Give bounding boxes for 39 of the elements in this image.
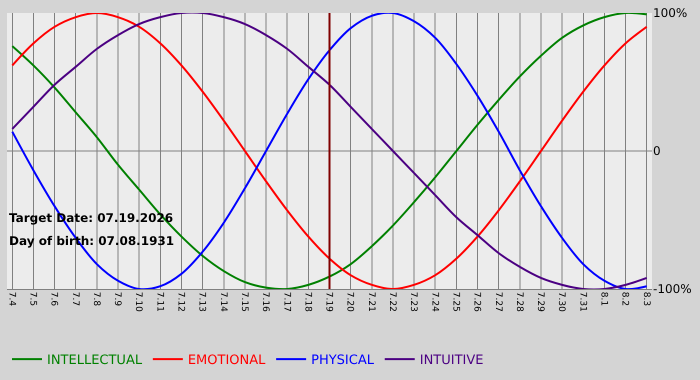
- x-tick-label: 7.9: [112, 292, 122, 306]
- x-tick-label: 7.27: [492, 292, 503, 312]
- x-tick-label: 7.16: [260, 292, 270, 312]
- x-tick-label: 7.30: [556, 292, 566, 312]
- x-tick-label: 7.31: [577, 292, 588, 312]
- legend-label: INTUITIVE: [420, 353, 484, 368]
- y-tick-label: -100%: [653, 282, 692, 296]
- x-tick-label: 7.10: [133, 292, 144, 312]
- x-tick-label: 7.26: [472, 292, 482, 312]
- legend-label: PHYSICAL: [311, 353, 375, 368]
- x-tick-label: 7.22: [387, 292, 398, 312]
- x-tick-label: 7.18: [302, 292, 312, 312]
- x-tick-label: 7.4: [6, 292, 16, 306]
- x-tick-label: 7.6: [48, 292, 59, 306]
- x-tick-label: 8.2: [620, 292, 630, 306]
- y-tick-label: 0: [653, 144, 661, 158]
- x-tick-label: 7.17: [281, 292, 292, 312]
- x-tick-label: 7.24: [429, 292, 440, 312]
- x-tick-label: 7.13: [196, 292, 207, 312]
- x-tick-label: 7.5: [28, 292, 38, 306]
- x-tick-label: 7.15: [238, 292, 249, 312]
- legend-label: EMOTIONAL: [188, 353, 266, 368]
- x-tick-label: 7.21: [366, 292, 376, 312]
- x-tick-label: 7.7: [70, 292, 80, 306]
- x-tick-label: 7.12: [176, 292, 186, 312]
- x-tick-label: 8.1: [598, 292, 608, 306]
- x-tick-label: 7.14: [218, 292, 228, 312]
- x-tick-label: 7.11: [154, 292, 164, 312]
- x-tick-label: 7.19: [324, 292, 334, 312]
- x-tick-label: 8.3: [640, 292, 651, 306]
- x-tick-label: 7.20: [344, 292, 355, 312]
- legend-label: INTELLECTUAL: [47, 353, 143, 368]
- x-tick-label: 7.25: [450, 292, 460, 312]
- x-tick-label: 7.23: [408, 292, 418, 312]
- x-tick-label: 7.28: [514, 292, 524, 312]
- x-tick-label: 7.29: [535, 292, 546, 312]
- y-tick-label: 100%: [653, 6, 688, 20]
- x-tick-label: 7.8: [90, 292, 101, 306]
- line-series: [11, 13, 648, 289]
